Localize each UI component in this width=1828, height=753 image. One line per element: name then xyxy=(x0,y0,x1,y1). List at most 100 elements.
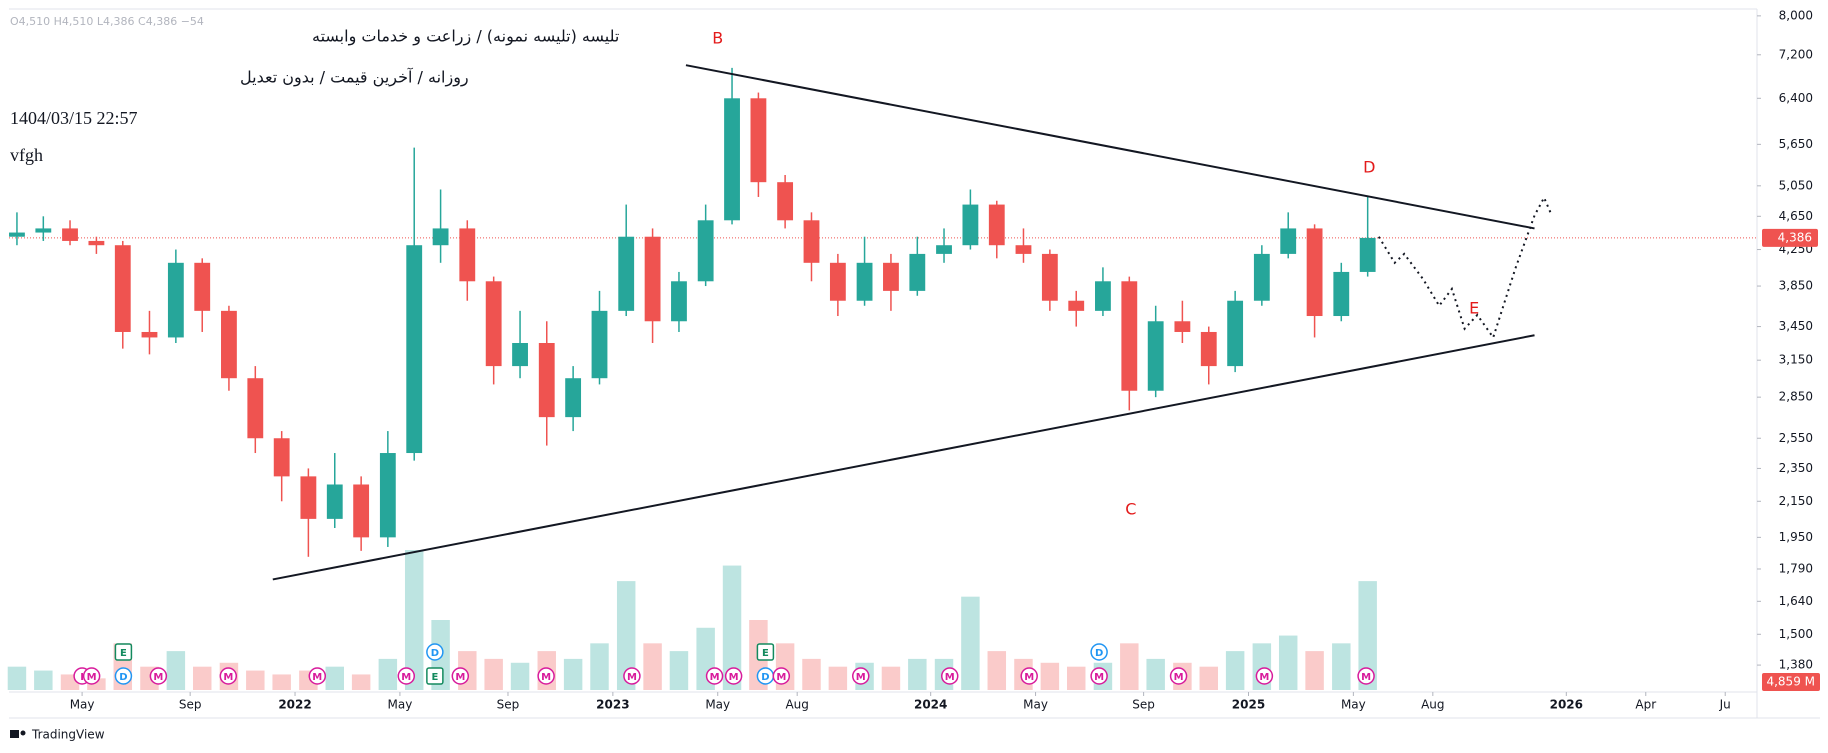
candle-body xyxy=(909,253,926,291)
event-badge xyxy=(724,667,743,685)
event-label: M xyxy=(312,672,322,683)
x-tick-label: 2026 xyxy=(1550,698,1583,712)
event-label: M xyxy=(627,672,637,683)
y-tick-label: 8,000 xyxy=(1779,8,1813,22)
candle-body xyxy=(1306,228,1323,317)
x-tick-label: Ju xyxy=(1719,698,1731,712)
event-badge xyxy=(451,667,470,685)
event-label: M xyxy=(223,672,233,683)
volume-bar xyxy=(1146,658,1165,690)
x-tick-label: Sep xyxy=(1132,698,1155,712)
y-tick-label: 2,350 xyxy=(1779,461,1813,475)
event-label: M xyxy=(1174,672,1184,683)
volume-bar xyxy=(563,658,583,690)
x-tick-label: May xyxy=(388,698,413,712)
candle-body xyxy=(114,245,131,332)
candle-body xyxy=(883,262,899,291)
candle-body xyxy=(485,281,502,367)
event-label: M xyxy=(1094,672,1104,683)
event-badge xyxy=(772,667,791,685)
candle-body xyxy=(1253,253,1270,301)
event-label: M xyxy=(1361,672,1371,683)
event-label: E xyxy=(762,648,769,659)
x-tick-label: Aug xyxy=(785,698,808,712)
candle-body xyxy=(644,236,661,322)
candle-body xyxy=(1095,281,1111,311)
candle-body xyxy=(273,438,290,477)
x-tick-label: 2023 xyxy=(596,698,629,712)
trendline xyxy=(685,64,1535,230)
candle-body xyxy=(724,98,740,221)
trendline xyxy=(272,334,1535,581)
event-label: M xyxy=(541,672,551,683)
event-label: M xyxy=(87,672,97,683)
candle-body xyxy=(221,310,237,379)
volume-bar xyxy=(166,651,186,690)
volume-bar xyxy=(1199,666,1218,690)
candle-body xyxy=(750,98,767,183)
volume-bar xyxy=(669,651,689,690)
event-badge xyxy=(114,643,133,661)
event-badge xyxy=(940,667,959,685)
event-badge xyxy=(397,667,416,685)
y-tick-label: 2,850 xyxy=(1779,390,1813,404)
event-marker: D xyxy=(1090,643,1108,661)
candle-body xyxy=(406,245,423,454)
event-badge xyxy=(219,667,238,685)
volume-bar xyxy=(404,550,424,690)
candle-body xyxy=(591,310,608,379)
volume-bar xyxy=(1120,643,1139,690)
event-badge xyxy=(308,667,327,685)
event-marker: M xyxy=(397,667,416,685)
volume-bar xyxy=(1278,635,1298,690)
candle-body xyxy=(988,204,1005,246)
event-marker: M xyxy=(940,667,959,685)
x-tick-label: Apr xyxy=(1635,698,1656,712)
volume-bar xyxy=(1067,666,1086,690)
chart-subtitle: روزانه / آخرین قیمت / بدون تعدیل xyxy=(240,68,469,88)
volume-label-box xyxy=(1762,673,1820,691)
event-marker: M xyxy=(537,667,555,685)
event-marker: M xyxy=(724,667,743,685)
y-tick-label: 5,650 xyxy=(1779,137,1813,151)
y-tick-label: 3,150 xyxy=(1779,353,1813,367)
event-badge xyxy=(1255,667,1274,685)
wave-label: D xyxy=(1363,157,1375,176)
volume-bar xyxy=(510,662,530,690)
event-label: M xyxy=(153,672,163,683)
y-tick-label: 3,850 xyxy=(1779,279,1813,293)
event-label: E xyxy=(431,672,438,683)
volume-bar xyxy=(908,658,927,690)
date-text: 1404/03/15 22:57 xyxy=(10,108,138,128)
candle-body xyxy=(671,281,687,322)
event-marker: M xyxy=(82,667,101,685)
event-label: M xyxy=(1259,672,1269,683)
x-tick-label: Sep xyxy=(179,698,202,712)
candle-body xyxy=(538,343,555,418)
volume-bar xyxy=(590,643,609,690)
y-tick-label: 2,150 xyxy=(1779,494,1813,508)
volume-bar xyxy=(1040,662,1060,690)
y-tick-label: 2,550 xyxy=(1779,431,1813,445)
volume-bar xyxy=(246,670,265,690)
event-badge xyxy=(852,667,870,685)
wave-label: B xyxy=(712,29,723,48)
candle-body xyxy=(353,484,370,538)
event-marker: M xyxy=(705,667,724,685)
x-tick-label: May xyxy=(1341,698,1366,712)
event-label: E xyxy=(120,648,127,659)
candle-body xyxy=(62,228,78,241)
candle-body xyxy=(512,343,528,367)
volume-bar xyxy=(643,643,662,690)
candle-body xyxy=(1359,237,1376,272)
candle-body xyxy=(829,262,846,301)
brand: TradingView xyxy=(31,728,105,742)
volume-bar xyxy=(484,658,503,690)
event-badge xyxy=(756,643,775,661)
note: vfgh xyxy=(10,145,43,165)
event-badge xyxy=(623,667,641,685)
event-badge xyxy=(426,667,444,685)
candle-body xyxy=(326,484,343,519)
volume-bar xyxy=(193,666,212,690)
